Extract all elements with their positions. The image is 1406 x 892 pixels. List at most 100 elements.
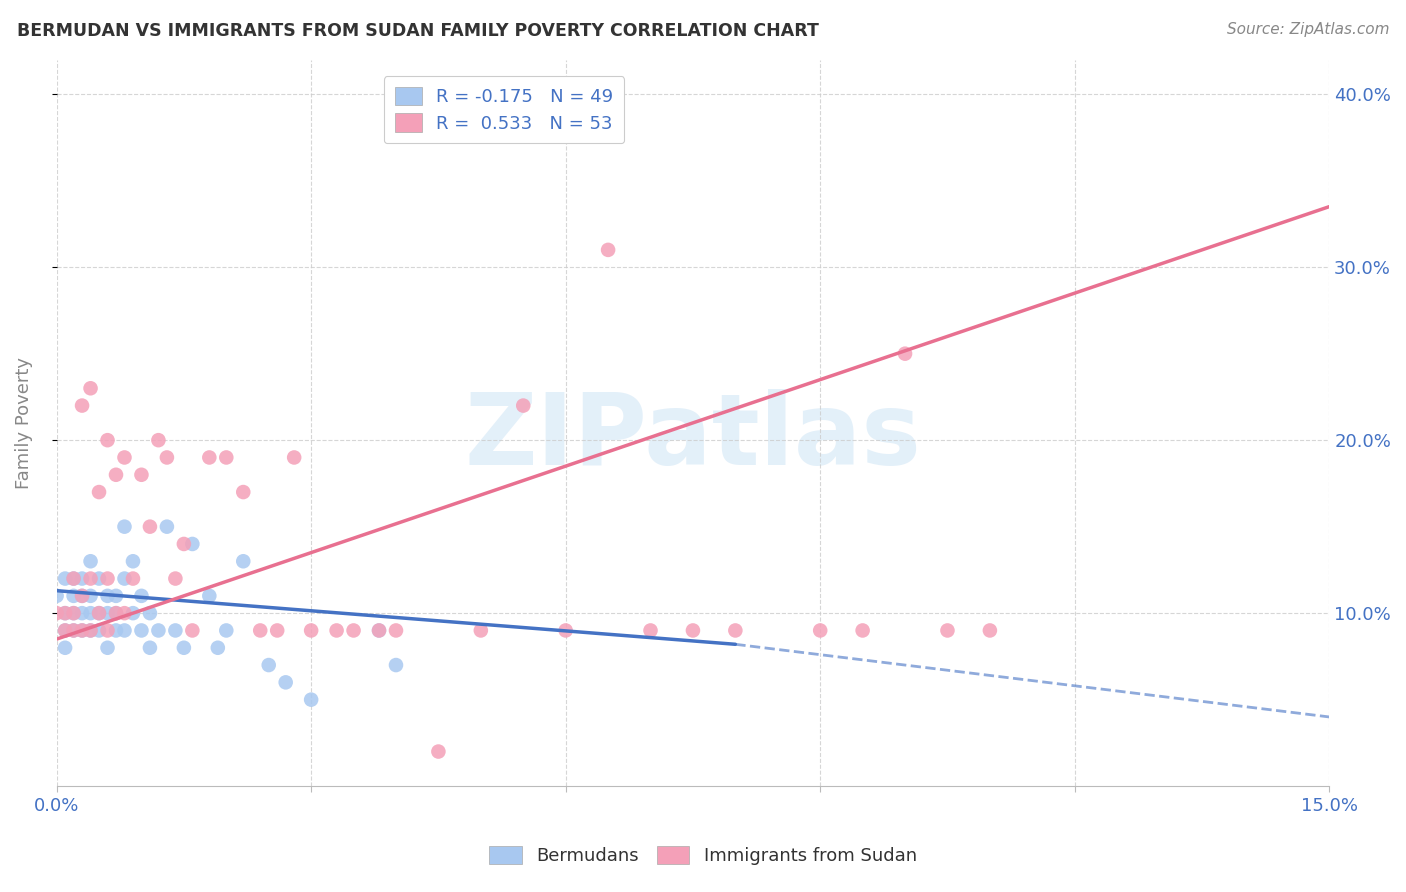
Point <box>87 624 110 638</box>
Point <box>96 589 118 603</box>
Point <box>62 624 84 638</box>
Point <box>299 692 322 706</box>
Point <box>299 624 322 638</box>
Point <box>53 606 76 620</box>
Point <box>122 554 145 568</box>
Point <box>122 606 145 620</box>
Point <box>79 381 101 395</box>
Point <box>62 606 84 620</box>
Point <box>114 450 136 465</box>
Point <box>53 624 76 638</box>
Point <box>181 537 204 551</box>
Point <box>45 589 67 603</box>
Point <box>181 624 204 638</box>
Point <box>53 624 76 638</box>
Point <box>274 675 297 690</box>
Point <box>114 572 136 586</box>
Point <box>79 554 101 568</box>
Point <box>198 450 221 465</box>
Point <box>173 537 195 551</box>
Point <box>96 624 118 638</box>
Point <box>96 640 118 655</box>
Point <box>232 485 254 500</box>
Point <box>79 572 101 586</box>
Point <box>79 624 101 638</box>
Point <box>215 450 238 465</box>
Point <box>53 572 76 586</box>
Point <box>70 624 93 638</box>
Point <box>139 640 162 655</box>
Point <box>512 399 534 413</box>
Point <box>131 589 153 603</box>
Text: ZIPatlas: ZIPatlas <box>464 389 921 486</box>
Point <box>325 624 347 638</box>
Point <box>87 606 110 620</box>
Point <box>105 624 128 638</box>
Point <box>808 624 831 638</box>
Point <box>936 624 959 638</box>
Point <box>122 572 145 586</box>
Point <box>131 467 153 482</box>
Point <box>62 572 84 586</box>
Point <box>45 606 67 620</box>
Legend: R = -0.175   N = 49, R =  0.533   N = 53: R = -0.175 N = 49, R = 0.533 N = 53 <box>384 76 624 144</box>
Point <box>70 589 93 603</box>
Point <box>198 589 221 603</box>
Point <box>87 606 110 620</box>
Point <box>148 624 170 638</box>
Point <box>266 624 288 638</box>
Point <box>368 624 391 638</box>
Point <box>139 519 162 533</box>
Point <box>640 624 662 638</box>
Point <box>852 624 875 638</box>
Point <box>385 624 408 638</box>
Point <box>156 450 179 465</box>
Point <box>105 606 128 620</box>
Point <box>249 624 271 638</box>
Point <box>96 433 118 447</box>
Point <box>96 572 118 586</box>
Point <box>173 640 195 655</box>
Point <box>87 485 110 500</box>
Point <box>596 243 619 257</box>
Point <box>62 589 84 603</box>
Point <box>96 606 118 620</box>
Point <box>257 658 280 673</box>
Point <box>554 624 576 638</box>
Point <box>105 589 128 603</box>
Point <box>53 606 76 620</box>
Point <box>62 606 84 620</box>
Point <box>682 624 704 638</box>
Point <box>114 624 136 638</box>
Point <box>139 606 162 620</box>
Point <box>894 346 917 360</box>
Point <box>70 624 93 638</box>
Point <box>79 589 101 603</box>
Point <box>114 606 136 620</box>
Point <box>62 624 84 638</box>
Text: Source: ZipAtlas.com: Source: ZipAtlas.com <box>1226 22 1389 37</box>
Point <box>53 640 76 655</box>
Point <box>79 606 101 620</box>
Point <box>79 624 101 638</box>
Point <box>70 572 93 586</box>
Point <box>385 658 408 673</box>
Point <box>87 572 110 586</box>
Point <box>979 624 1001 638</box>
Point <box>470 624 492 638</box>
Point <box>165 624 187 638</box>
Y-axis label: Family Poverty: Family Poverty <box>15 357 32 489</box>
Point <box>131 624 153 638</box>
Point <box>342 624 364 638</box>
Point <box>427 745 450 759</box>
Point <box>70 606 93 620</box>
Point <box>165 572 187 586</box>
Point <box>215 624 238 638</box>
Point <box>156 519 179 533</box>
Point <box>105 606 128 620</box>
Point <box>283 450 305 465</box>
Point <box>207 640 229 655</box>
Point <box>105 467 128 482</box>
Point <box>114 519 136 533</box>
Legend: Bermudans, Immigrants from Sudan: Bermudans, Immigrants from Sudan <box>482 838 924 872</box>
